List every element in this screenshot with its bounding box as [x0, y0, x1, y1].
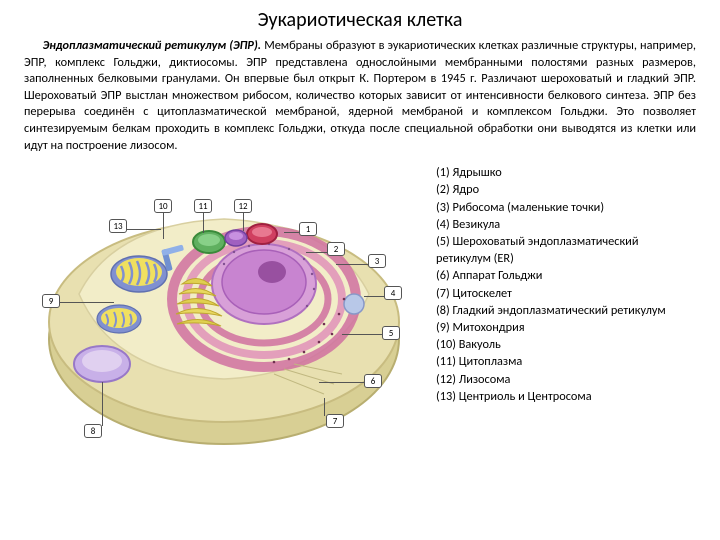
lead-4 [364, 296, 386, 297]
description-paragraph: Эндоплазматический ретикулум (ЭПР). Мемб… [24, 38, 696, 154]
lead-term: Эндоплазматический ретикулум (ЭПР). [43, 38, 262, 53]
legend-item-6: (6) Аппарат Гольджи [436, 267, 696, 284]
legend-item-10: (10) Вакуоль [436, 336, 696, 353]
label-11: 11 [194, 199, 212, 213]
paragraph-body: Мембраны образуют в эукариотических клет… [24, 38, 696, 153]
label-7: 7 [326, 414, 344, 428]
legend-item-7: (7) Цитоскелет [436, 285, 696, 302]
legend-item-5: (5) Шероховатый эндоплазматический ретик… [436, 233, 696, 267]
label-4: 4 [384, 286, 402, 300]
label-5: 5 [382, 326, 400, 340]
legend-item-3: (3) Рибосома (маленькие точки) [436, 199, 696, 216]
lead-11 [203, 213, 204, 233]
lead-10 [163, 213, 164, 239]
smooth-er [74, 346, 130, 382]
legend-item-2: (2) Ядро [436, 181, 696, 198]
lead-1 [284, 232, 300, 233]
lead-8 [102, 382, 103, 426]
page-title: Эукариотическая клетка [24, 8, 696, 32]
lead-7 [324, 398, 325, 416]
vacuole-green-top [198, 234, 220, 246]
legend-item-9: (9) Митохондрия [436, 319, 696, 336]
mitochondrion-2 [97, 305, 141, 333]
vesicle [344, 294, 364, 314]
label-9: 9 [42, 294, 60, 308]
legend-item-8: (8) Гладкий эндоплазматический ретикулум [436, 302, 696, 319]
label-2: 2 [327, 242, 345, 256]
cell-svg [24, 164, 424, 454]
label-8: 8 [84, 424, 102, 438]
lead-9 [60, 302, 114, 303]
label-12: 12 [234, 199, 252, 213]
legend: (1) Ядрышко (2) Ядро (3) Рибосома (мален… [436, 164, 696, 405]
label-1: 1 [299, 222, 317, 236]
lysosome-top [229, 232, 243, 240]
label-10: 10 [154, 199, 172, 213]
legend-item-1: (1) Ядрышко [436, 164, 696, 181]
mitochondrion-1 [111, 256, 167, 292]
legend-item-11: (11) Цитоплазма [436, 353, 696, 370]
lead-6 [319, 382, 365, 383]
legend-item-4: (4) Везикула [436, 216, 696, 233]
vacuole-red-top [252, 227, 272, 237]
lead-3 [336, 264, 368, 265]
lead-13 [127, 229, 161, 230]
nucleolus [258, 261, 286, 283]
label-3: 3 [368, 254, 386, 268]
content-row: 1 2 3 4 5 6 7 8 9 10 11 12 13 (1) Ядрышк… [24, 164, 696, 454]
legend-item-13: (13) Центриоль и Центросома [436, 388, 696, 405]
legend-item-12: (12) Лизосома [436, 371, 696, 388]
lead-12 [243, 213, 244, 231]
lead-2 [306, 252, 328, 253]
lead-5 [342, 334, 384, 335]
label-13: 13 [109, 219, 127, 233]
cell-diagram: 1 2 3 4 5 6 7 8 9 10 11 12 13 [24, 164, 424, 454]
nucleus-inner [222, 250, 306, 314]
label-6: 6 [364, 374, 382, 388]
